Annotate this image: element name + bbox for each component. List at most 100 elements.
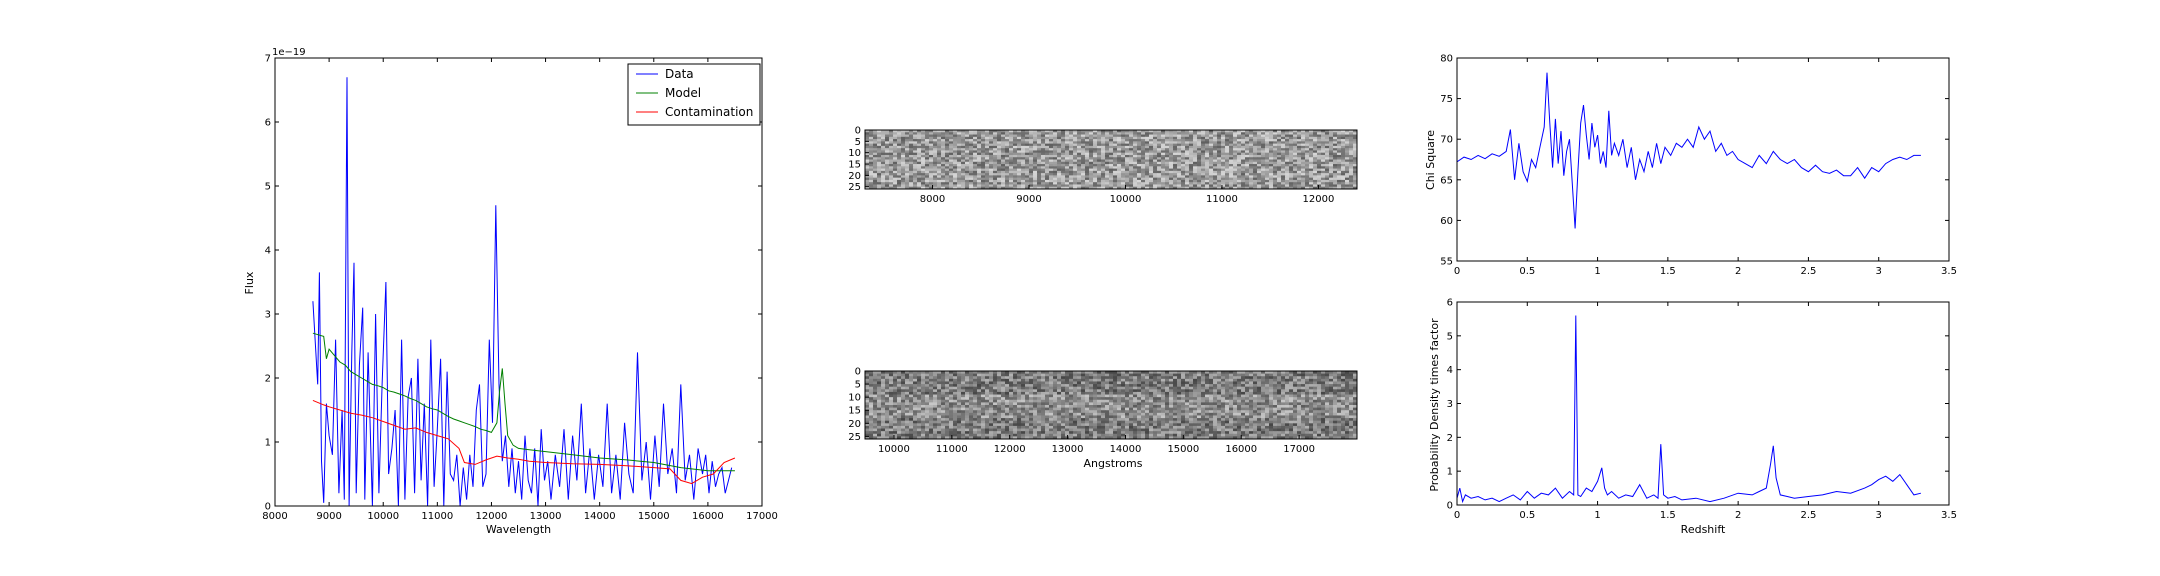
image-2d-top-pixel bbox=[909, 141, 914, 145]
image-2d-top-pixel bbox=[1329, 139, 1334, 142]
image-2d-top-pixel bbox=[957, 148, 962, 151]
image-2d-top-pixel bbox=[1245, 143, 1250, 147]
image-2d-bottom-pixel bbox=[977, 381, 982, 385]
image-2d-bottom-pixel bbox=[1289, 381, 1294, 385]
image-2d-bottom-pixel bbox=[1181, 376, 1186, 380]
image-2d-top-pixel bbox=[1205, 130, 1210, 133]
image-2d-bottom-pixel bbox=[893, 376, 898, 380]
image-2d-bottom-pixel bbox=[965, 373, 970, 377]
image-2d-top-pixel bbox=[1313, 159, 1318, 163]
image-2d-top-pixel bbox=[889, 154, 894, 158]
image-2d-top-pixel bbox=[997, 148, 1002, 151]
image-2d-top-pixel bbox=[945, 130, 950, 133]
image-2d-top-pixel bbox=[1281, 182, 1286, 185]
image-2d-top-pixel bbox=[961, 132, 966, 136]
image-2d-top-pixel bbox=[1245, 175, 1250, 179]
image-2d-bottom-pixel bbox=[1229, 394, 1234, 398]
image-2d-top-pixel bbox=[1221, 141, 1226, 145]
image-2d-top-pixel bbox=[873, 164, 878, 167]
image-2d-top-pixel bbox=[1313, 168, 1318, 172]
image-2d-bottom-pixel bbox=[913, 373, 918, 377]
image-2d-top-pixel bbox=[865, 139, 870, 142]
image-2d-bottom-pixel bbox=[873, 397, 878, 401]
image-2d-top-pixel bbox=[881, 179, 886, 183]
image-2d-bottom-pixel bbox=[1065, 378, 1070, 382]
image-2d-top-pixel bbox=[985, 154, 990, 158]
image-2d-top-pixel bbox=[1085, 150, 1090, 154]
image-2d-top-pixel bbox=[893, 159, 898, 163]
image-2d-top-pixel bbox=[949, 182, 954, 185]
image-2d-top-pixel bbox=[873, 148, 878, 151]
image-2d-bottom-pixel bbox=[933, 399, 938, 403]
image-2d-top-pixel bbox=[901, 164, 906, 167]
image-2d-bottom-pixel bbox=[1133, 402, 1138, 406]
image-2d-bottom-pixel bbox=[1037, 371, 1042, 375]
image-2d-bottom-pixel bbox=[1273, 376, 1278, 380]
image-2d-top-pixel bbox=[969, 161, 974, 165]
image-2d-top-pixel bbox=[997, 159, 1002, 163]
image-2d-bottom-pixel bbox=[1285, 371, 1290, 375]
image-2d-top-pixel bbox=[961, 168, 966, 172]
image-2d-bottom-pixel bbox=[1033, 391, 1038, 396]
image-2d-top-pixel bbox=[1325, 134, 1330, 138]
image-2d-top-pixel bbox=[1177, 182, 1182, 185]
image-2d-top-pixel bbox=[1341, 150, 1346, 154]
image-2d-bottom-pixel bbox=[1237, 373, 1242, 377]
image-2d-top-pixel bbox=[989, 177, 994, 181]
image-2d-top-pixel bbox=[1277, 159, 1282, 163]
image-2d-top-pixel bbox=[1125, 184, 1130, 188]
image-2d-bottom-pixel bbox=[1253, 394, 1258, 398]
image-2d-top-pixel bbox=[1061, 170, 1066, 174]
image-2d-bottom-pixel bbox=[1185, 397, 1190, 401]
image-2d-top-pixel bbox=[1049, 134, 1054, 138]
image-2d-top-pixel bbox=[1161, 173, 1166, 176]
image-2d-top-pixel bbox=[869, 184, 874, 188]
image-2d-top-pixel bbox=[1101, 157, 1106, 160]
image-2d-top-pixel bbox=[1173, 186, 1178, 190]
image-2d-top-pixel bbox=[1025, 175, 1030, 179]
image-2d-top-pixel bbox=[873, 182, 878, 185]
image-2d-top-pixel bbox=[1281, 179, 1286, 183]
image-2d-bottom-pixel bbox=[1265, 391, 1270, 396]
image-2d-bottom-pixel bbox=[1269, 371, 1274, 375]
image-2d-top-pixel bbox=[1201, 157, 1206, 160]
image-2d-top-pixel bbox=[1021, 139, 1026, 142]
image-2d-bottom-pixel bbox=[1077, 389, 1082, 393]
image-2d-top-pixel bbox=[893, 157, 898, 160]
image-2d-top-pixel bbox=[1065, 173, 1070, 176]
image-2d-bottom-pixel bbox=[997, 378, 1002, 382]
image-2d-top-pixel bbox=[1001, 159, 1006, 163]
image-2d-top-pixel bbox=[1005, 177, 1010, 181]
image-2d-bottom-pixel bbox=[917, 384, 922, 388]
image-2d-bottom-pixel bbox=[1109, 399, 1114, 403]
image-2d-top-pixel bbox=[869, 145, 874, 149]
image-2d-top-pixel bbox=[1041, 170, 1046, 174]
image-2d-top-pixel bbox=[913, 134, 918, 138]
image-2d-top-pixel bbox=[869, 136, 874, 140]
image-2d-top-pixel bbox=[1301, 145, 1306, 149]
image-2d-bottom-pixel bbox=[1037, 373, 1042, 377]
image-2d-bottom-pixel bbox=[1025, 386, 1030, 390]
image-2d-top-pixel bbox=[1341, 152, 1346, 156]
image-2d-top-pixel bbox=[1181, 164, 1186, 167]
image-2d-bottom-pixel bbox=[1009, 397, 1014, 401]
image-2d-top-pixel bbox=[1005, 136, 1010, 140]
image-2d-top-pixel bbox=[1353, 184, 1358, 188]
image-2d-top-pixel bbox=[1317, 166, 1322, 170]
image-2d-top-pixel bbox=[1213, 166, 1218, 170]
image-2d-top-pixel bbox=[1333, 182, 1338, 185]
image-2d-top-pixel bbox=[1101, 139, 1106, 142]
image-2d-top-pixel bbox=[1045, 175, 1050, 179]
image-2d-top-pixel bbox=[1033, 168, 1038, 172]
image-2d-bottom-pixel bbox=[869, 405, 874, 409]
image-2d-top-pixel bbox=[1113, 159, 1118, 163]
image-2d-bottom-pixel bbox=[1317, 373, 1322, 377]
image-2d-bottom-pixel bbox=[1113, 394, 1118, 398]
image-2d-top-pixel bbox=[1093, 157, 1098, 160]
image-2d-bottom-pixel bbox=[1037, 386, 1042, 390]
image-2d-top-pixel bbox=[1069, 139, 1074, 142]
image-2d-bottom-pixel bbox=[1309, 371, 1314, 375]
image-2d-top-pixel bbox=[1125, 157, 1130, 160]
image-2d-top-pixel bbox=[1117, 148, 1122, 151]
image-2d-bottom-pixel bbox=[1161, 399, 1166, 403]
